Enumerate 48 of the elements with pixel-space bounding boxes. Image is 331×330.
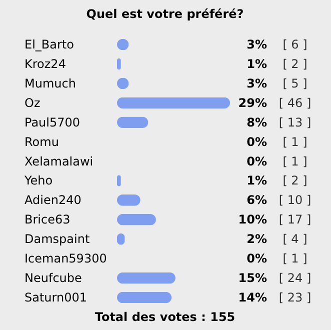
- text: [ 10 ]: [278, 193, 312, 208]
- data-label: 8%: [246, 115, 267, 130]
- y-tick-label: Yeho: [24, 174, 53, 188]
- data-label: 10%: [238, 212, 267, 227]
- y-tick-label: Neufcube: [24, 271, 82, 286]
- y-tick-label: Romu: [24, 134, 59, 149]
- text: [ 46 ]: [278, 96, 312, 110]
- text: [ 1 ]: [282, 154, 308, 168]
- data-label: 3%: [246, 76, 267, 90]
- y-tick-label: Xelamalawi: [24, 154, 94, 168]
- text: [ 2 ]: [282, 56, 308, 71]
- y-tick-label: Mumuch: [24, 76, 76, 90]
- data-label: 6%: [246, 193, 267, 208]
- bar: [117, 272, 176, 284]
- text: [ 2 ]: [282, 174, 308, 188]
- text: [ 17 ]: [278, 212, 312, 227]
- bar: [117, 292, 172, 304]
- y-tick-label: Saturn001: [24, 290, 88, 304]
- data-label: 0%: [246, 134, 267, 149]
- text: [ 5 ]: [282, 76, 308, 90]
- bar: [117, 214, 156, 226]
- text: [ 23 ]: [278, 290, 312, 304]
- text: [ 1 ]: [282, 134, 308, 149]
- data-label: 0%: [246, 154, 267, 168]
- text: [ 24 ]: [278, 271, 312, 286]
- data-label: 29%: [238, 96, 267, 110]
- text: [ 1 ]: [282, 252, 308, 266]
- y-tick-label: Brice63: [24, 212, 70, 227]
- y-tick-label: Adien240: [24, 193, 82, 208]
- y-tick-label: Iceman59300: [24, 252, 107, 266]
- text: Total des votes : 155: [94, 310, 236, 324]
- data-label: 1%: [246, 56, 267, 71]
- text: [ 4 ]: [282, 232, 308, 246]
- data-label: 15%: [238, 271, 267, 286]
- y-tick-label: Oz: [24, 96, 40, 110]
- text: [ 13 ]: [278, 115, 312, 130]
- text: [ 6 ]: [282, 38, 308, 52]
- data-label: 3%: [246, 38, 267, 52]
- data-label: 1%: [246, 174, 267, 188]
- y-tick-label: Paul5700: [24, 115, 80, 130]
- y-tick-label: El_Barto: [24, 38, 74, 52]
- bar: [117, 97, 230, 109]
- y-tick-label: Kroz24: [24, 56, 66, 71]
- data-label: 0%: [246, 252, 267, 266]
- chart-title: Quel est votre préféré?: [86, 7, 244, 21]
- y-tick-label: Damspaint: [24, 232, 90, 246]
- data-label: 14%: [238, 290, 267, 304]
- data-label: 2%: [246, 232, 267, 246]
